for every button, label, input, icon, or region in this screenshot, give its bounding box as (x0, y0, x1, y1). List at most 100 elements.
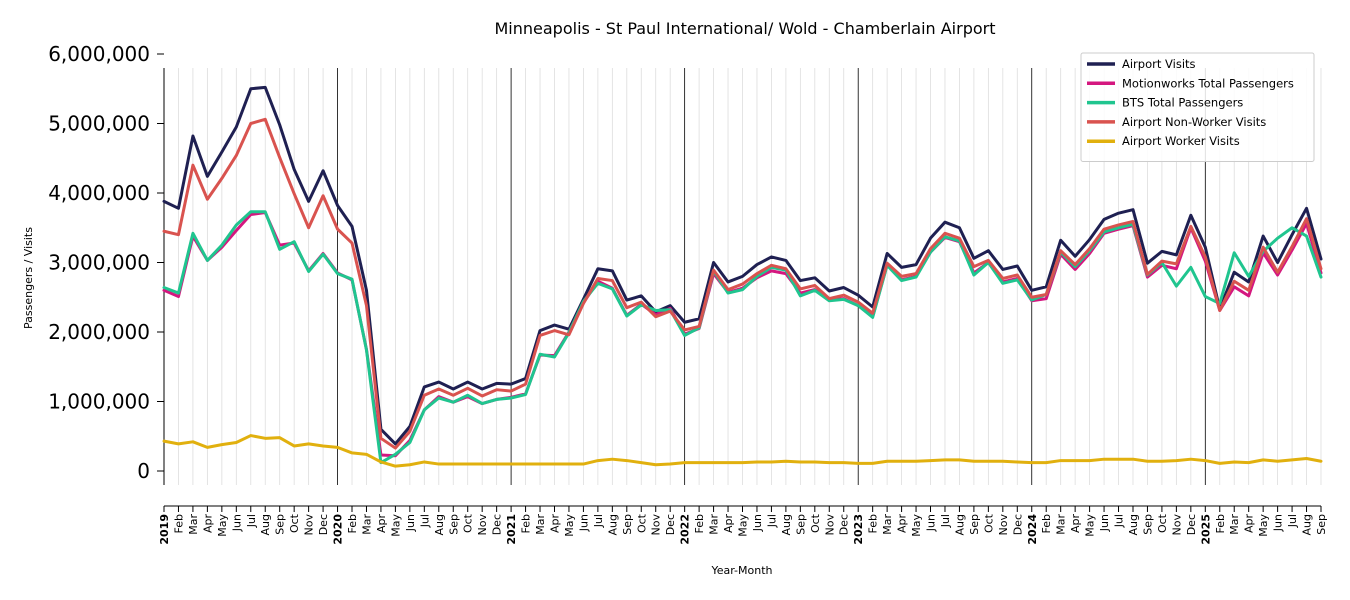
y-axis-label: Passengers / Visits (22, 227, 35, 329)
x-tick-label: May (1257, 514, 1270, 537)
x-tick-label: Nov (303, 514, 316, 536)
legend-label: Airport Visits (1122, 57, 1196, 71)
x-tick-label: Jul (939, 514, 952, 528)
y-tick-label: 4,000,000 (48, 181, 150, 205)
x-tick-label: Jul (765, 514, 778, 528)
x-tick-label: May (1084, 514, 1097, 537)
x-tick-label: Sep (274, 514, 287, 535)
x-tick-label: Dec (1011, 514, 1024, 535)
x-tick-label: Mar (708, 514, 721, 535)
x-tick-label: Dec (1185, 514, 1198, 535)
series-line-airport-non-worker-visits (162, 117, 1323, 450)
y-tick-label: 1,000,000 (48, 390, 150, 414)
x-tick-label: Jun (230, 514, 243, 532)
x-tick-label: Aug (606, 514, 619, 535)
x-tick-label-year: 2021 (505, 514, 518, 545)
x-tick-label: Apr (1069, 514, 1082, 534)
x-tick-label-year: 2024 (1026, 514, 1039, 545)
x-tick-label: Dec (838, 514, 851, 535)
x-tick-label: Dec (664, 514, 677, 535)
grid (163, 68, 1322, 485)
x-tick-label: Mar (1228, 514, 1241, 535)
x-tick-label: Feb (172, 514, 185, 533)
x-tick-label: Jun (925, 514, 938, 532)
x-tick-label: Apr (896, 514, 909, 534)
y-tick-label: 6,000,000 (48, 42, 150, 66)
legend-label: Airport Worker Visits (1122, 134, 1240, 148)
series-line-airport-worker-visits (162, 434, 1323, 468)
x-tick-label: Nov (1170, 514, 1183, 536)
x-tick-label: Sep (794, 514, 807, 535)
x-tick-label: Aug (1127, 514, 1140, 535)
x-tick-label: Sep (621, 514, 634, 535)
x-tick-label: Mar (881, 514, 894, 535)
x-tick-label: Aug (780, 514, 793, 535)
x-tick-label: Feb (346, 514, 359, 533)
x-tick-label: Apr (201, 514, 214, 534)
x-tick-label: Jun (751, 514, 764, 532)
x-tick-label: Apr (375, 514, 388, 534)
x-tick-label: Jun (404, 514, 417, 532)
x-tick-label: Oct (635, 513, 648, 533)
y-tick-label: 5,000,000 (48, 112, 150, 136)
x-tick-label: Dec (491, 514, 504, 535)
x-tick-label: Jul (418, 514, 431, 528)
x-tick-label: Jun (1272, 514, 1285, 532)
x-tick-label: Nov (997, 514, 1010, 536)
x-tick-label-year: 2023 (852, 514, 865, 545)
x-tick-label: Dec (317, 514, 330, 535)
x-tick-label: Mar (1055, 514, 1068, 535)
x-tick-label: Apr (548, 514, 561, 534)
x-tick-label: Feb (520, 514, 533, 533)
x-tick-label: Apr (1243, 514, 1256, 534)
legend-label: BTS Total Passengers (1122, 96, 1243, 110)
x-tick-label: Sep (1141, 514, 1154, 535)
x-tick-label: Sep (1315, 514, 1328, 535)
x-tick-label: Jun (577, 514, 590, 532)
x-tick-label: Jul (1286, 514, 1299, 528)
x-tick-label: Jun (1098, 514, 1111, 532)
x-tick-label: Feb (693, 514, 706, 533)
x-tick-label: Nov (650, 514, 663, 536)
series-lines (162, 85, 1323, 468)
x-tick-label: Feb (1214, 514, 1227, 533)
x-tick-label: May (389, 514, 402, 537)
y-tick-label: 3,000,000 (48, 251, 150, 275)
x-tick-label-year: 2022 (679, 514, 692, 545)
x-tick-label: Feb (867, 514, 880, 533)
x-tick-label: Mar (534, 514, 547, 535)
y-tick-label: 0 (137, 459, 150, 483)
x-tick-label: Aug (259, 514, 272, 535)
x-tick-label: May (737, 514, 750, 537)
x-tick-label: Jul (245, 514, 258, 528)
x-tick-label: Mar (360, 514, 373, 535)
x-tick-label-year: 2025 (1199, 514, 1212, 545)
x-tick-label: Apr (722, 514, 735, 534)
x-tick-label-year: 2019 (158, 514, 171, 545)
x-tick-label: Jul (1113, 514, 1126, 528)
series-line-airport-visits (162, 85, 1323, 446)
x-tick-label: Aug (433, 514, 446, 535)
y-tick-label: 2,000,000 (48, 320, 150, 344)
x-axis: 2019 Feb Mar Apr May Jun Jul Aug Sep Oct Nov Dec 202… (158, 505, 1328, 545)
x-tick-label-year: 2020 (332, 514, 345, 545)
x-tick-label: May (216, 514, 229, 537)
x-tick-label: Nov (823, 514, 836, 536)
x-tick-label: May (563, 514, 576, 537)
x-tick-label: Oct (288, 513, 301, 533)
x-tick-label: Feb (1040, 514, 1053, 533)
y-axis: 0 1,000,000 2,000,000 3,000,000 4,000,000 5,0… (48, 42, 165, 485)
x-tick-label: Nov (476, 514, 489, 536)
x-tick-label: May (910, 514, 923, 537)
x-axis-label: Year-Month (710, 564, 772, 577)
chart-title: Minneapolis - St Paul International/ Wol… (495, 19, 996, 38)
x-tick-label: Sep (968, 514, 981, 535)
x-tick-label: Jul (592, 514, 605, 528)
x-tick-label: Oct (982, 513, 995, 533)
x-tick-label: Aug (1301, 514, 1314, 535)
legend-box (1080, 52, 1315, 162)
x-tick-label: Oct (462, 513, 475, 533)
x-tick-label: Aug (953, 514, 966, 535)
